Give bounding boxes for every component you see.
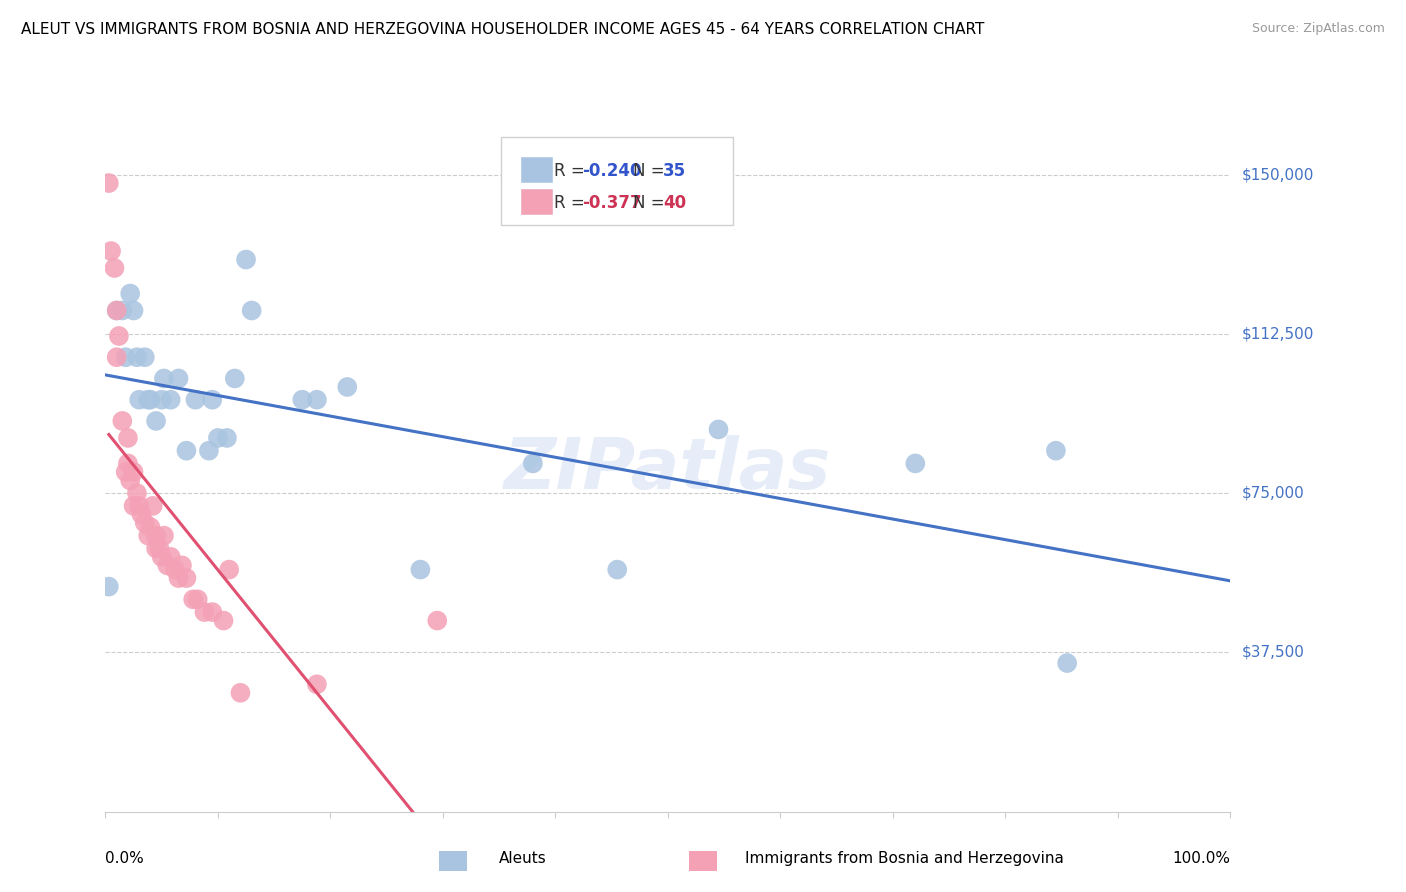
Text: ZIPatlas: ZIPatlas xyxy=(505,434,831,504)
Point xyxy=(187,592,209,607)
Point xyxy=(122,465,145,479)
Point xyxy=(150,392,173,407)
Point xyxy=(305,677,328,691)
Point xyxy=(145,541,167,556)
Point xyxy=(707,422,730,436)
Point xyxy=(105,303,128,318)
Point xyxy=(150,549,173,564)
Point xyxy=(103,260,125,275)
Text: $112,500: $112,500 xyxy=(1241,326,1313,342)
Point xyxy=(136,528,159,542)
Point xyxy=(1056,656,1078,670)
Point xyxy=(184,392,207,407)
Point xyxy=(131,508,153,522)
Point xyxy=(125,486,148,500)
Point xyxy=(207,431,229,445)
Point xyxy=(167,571,190,585)
Point xyxy=(409,563,432,577)
Point xyxy=(100,244,122,258)
Point xyxy=(176,443,198,458)
Point xyxy=(305,392,328,407)
Point xyxy=(117,457,139,471)
Point xyxy=(156,558,179,573)
Text: N =: N = xyxy=(633,162,671,180)
Point xyxy=(426,614,449,628)
Point xyxy=(97,580,120,594)
Text: N =: N = xyxy=(633,194,671,212)
Point xyxy=(606,563,628,577)
Text: -0.240: -0.240 xyxy=(582,162,641,180)
Text: $75,000: $75,000 xyxy=(1241,485,1305,500)
Point xyxy=(170,558,193,573)
Text: R =: R = xyxy=(554,194,591,212)
Point xyxy=(153,528,176,542)
Point xyxy=(176,571,198,585)
Point xyxy=(153,371,176,385)
Point xyxy=(904,457,927,471)
Point xyxy=(125,350,148,364)
Point xyxy=(181,592,204,607)
Point xyxy=(128,392,150,407)
Point xyxy=(159,549,181,564)
Point xyxy=(218,563,240,577)
Point xyxy=(111,414,134,428)
Point xyxy=(215,431,238,445)
Point xyxy=(134,516,156,530)
Point xyxy=(522,457,544,471)
Point xyxy=(336,380,359,394)
Text: ALEUT VS IMMIGRANTS FROM BOSNIA AND HERZEGOVINA HOUSEHOLDER INCOME AGES 45 - 64 : ALEUT VS IMMIGRANTS FROM BOSNIA AND HERZ… xyxy=(21,22,984,37)
Text: Source: ZipAtlas.com: Source: ZipAtlas.com xyxy=(1251,22,1385,36)
Text: $37,500: $37,500 xyxy=(1241,645,1305,660)
Point xyxy=(201,605,224,619)
Point xyxy=(139,392,162,407)
Text: 40: 40 xyxy=(662,194,686,212)
Point xyxy=(167,371,190,385)
Point xyxy=(105,350,128,364)
Point xyxy=(120,474,142,488)
Point xyxy=(240,303,263,318)
Point xyxy=(105,303,128,318)
Point xyxy=(139,520,162,534)
Text: 100.0%: 100.0% xyxy=(1173,851,1230,866)
Point xyxy=(111,303,134,318)
Point xyxy=(145,528,167,542)
Text: -0.377: -0.377 xyxy=(582,194,641,212)
Point xyxy=(122,499,145,513)
Text: $150,000: $150,000 xyxy=(1241,167,1313,182)
Text: Immigrants from Bosnia and Herzegovina: Immigrants from Bosnia and Herzegovina xyxy=(745,852,1064,866)
Point xyxy=(108,329,131,343)
Text: Aleuts: Aleuts xyxy=(499,852,547,866)
Text: R =: R = xyxy=(554,162,591,180)
Point xyxy=(97,176,120,190)
Point xyxy=(165,563,187,577)
Point xyxy=(148,541,170,556)
Point xyxy=(198,443,221,458)
Point xyxy=(201,392,224,407)
Point xyxy=(136,392,159,407)
Point xyxy=(117,431,139,445)
Point xyxy=(235,252,257,267)
Point xyxy=(122,303,145,318)
Point xyxy=(120,286,142,301)
Point xyxy=(134,350,156,364)
Point xyxy=(114,465,136,479)
Point xyxy=(193,605,215,619)
Point xyxy=(142,499,165,513)
Point xyxy=(291,392,314,407)
Point xyxy=(128,499,150,513)
Point xyxy=(212,614,235,628)
Point xyxy=(114,350,136,364)
Text: 0.0%: 0.0% xyxy=(105,851,145,866)
Point xyxy=(1045,443,1067,458)
Point xyxy=(159,392,181,407)
Point xyxy=(224,371,246,385)
Text: 35: 35 xyxy=(662,162,686,180)
Point xyxy=(229,686,252,700)
Point xyxy=(145,414,167,428)
